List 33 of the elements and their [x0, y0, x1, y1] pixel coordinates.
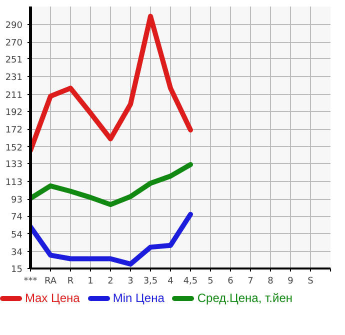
- y-tick-label: 192: [5, 108, 23, 118]
- x-tick-label: 2: [108, 276, 114, 286]
- x-tick-label: 7: [248, 276, 254, 286]
- x-tick-label: 4: [168, 276, 174, 286]
- x-tick-label: ***: [24, 276, 38, 286]
- y-tick-label: 290: [5, 20, 23, 31]
- legend-label: Сред.Цена, т.йен: [197, 290, 292, 307]
- y-tick-label: 15: [11, 265, 22, 275]
- legend-label: Min Цена: [112, 290, 164, 307]
- y-tick-label: 231: [5, 73, 23, 84]
- x-tick-label: 6: [228, 276, 234, 286]
- x-tick-label: RA: [44, 276, 58, 286]
- y-tick-label: 251: [5, 55, 23, 66]
- y-tick-label: 74: [11, 212, 23, 223]
- y-tick-label: 133: [5, 160, 23, 170]
- x-tick-label: 8: [268, 276, 274, 286]
- y-tick-label: 211: [5, 90, 23, 101]
- x-tick-label: 5: [208, 276, 214, 286]
- y-tick-label: 93: [11, 196, 22, 206]
- x-tick-label: 1: [88, 276, 94, 286]
- x-tick-label: 3: [128, 276, 134, 286]
- x-tick-label: 4,5: [183, 276, 198, 286]
- x-tick-label: R: [67, 276, 74, 286]
- legend-label: Max Цена: [25, 290, 80, 307]
- y-tick-label: 172: [5, 126, 23, 136]
- y-tick-label: 54: [11, 230, 23, 240]
- y-tick-label: 34: [11, 248, 23, 258]
- y-tick-label: 152: [5, 143, 23, 154]
- x-tick-label: 9: [288, 276, 294, 286]
- x-tick-label: S: [308, 276, 314, 286]
- y-tick-label: 270: [5, 38, 23, 49]
- y-tick-label: 113: [5, 178, 23, 188]
- x-tick-label: 3,5: [143, 276, 158, 286]
